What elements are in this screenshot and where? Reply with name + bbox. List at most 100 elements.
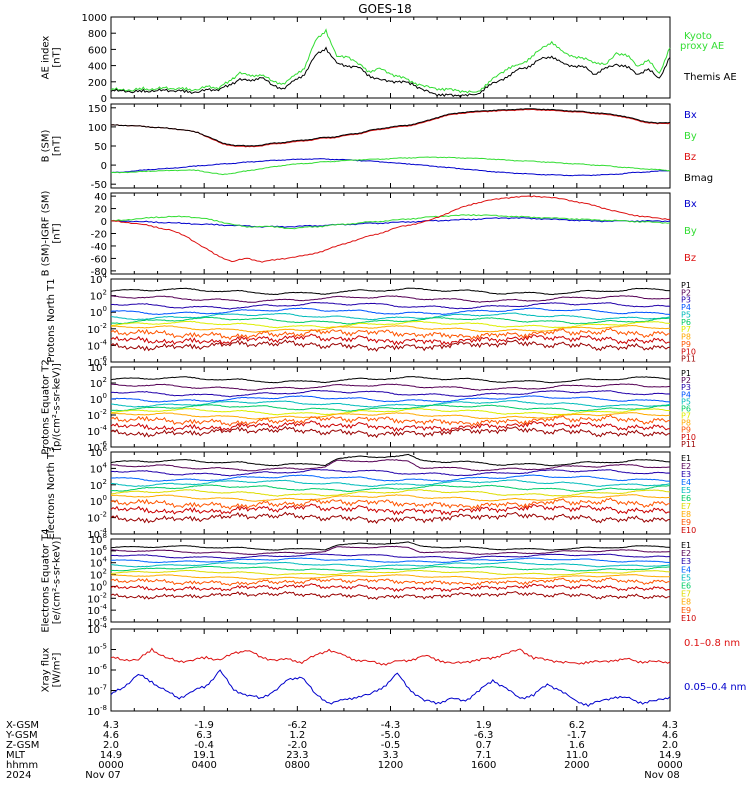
bsm_igrf-ytick-label: -80 xyxy=(91,267,107,278)
e_north-legend-E10: E10 xyxy=(681,526,696,535)
p_north-legend-P7: P7 xyxy=(681,325,691,334)
p_equator-line-P6 xyxy=(110,404,671,412)
e_equator-ytick-exp: 0 xyxy=(103,579,107,587)
xaxis-hhmm-value: 1200 xyxy=(378,760,403,771)
e_north-ytick-exp: 6 xyxy=(103,445,108,453)
xray-ylabel-line: Xray flux xyxy=(41,648,52,693)
e_north-ylabel-line: Electrons North T3 xyxy=(46,446,57,539)
xaxis-date-value: Nov 08 xyxy=(644,770,679,781)
p_equator-ytick-exp: -4 xyxy=(100,424,108,432)
ae-ytick-label: 0 xyxy=(101,94,107,105)
p_equator-ytick-exp: -6 xyxy=(100,440,108,448)
xaxis-row-label: Z-GSM xyxy=(6,740,39,751)
e_equator-ytick-exp: -6 xyxy=(100,615,108,623)
bsm-series-By xyxy=(110,156,671,176)
xray-series-0.05–0.4 nm xyxy=(110,669,671,708)
e_north-line-E10 xyxy=(110,503,671,516)
xray-ylabel: Xray flux[W/m²] xyxy=(41,648,63,693)
bsm-legend-Bmag: Bmag xyxy=(684,173,713,184)
e_equator-legend-E8: E8 xyxy=(681,598,691,607)
p_equator-ytick-label: 10-4 xyxy=(87,424,107,438)
bsm_igrf-legend-Bx: Bx xyxy=(684,199,697,210)
p_equator-line-P8 xyxy=(110,412,671,420)
e_north-legend-E9: E9 xyxy=(681,518,691,527)
bsm-ylabel: B (SM)[nT] xyxy=(41,129,63,162)
e_north-legend-E1: E1 xyxy=(681,454,691,463)
e_north-line-E5 xyxy=(111,479,671,488)
e_north-legend-E7: E7 xyxy=(681,502,691,511)
bsm_igrf-ytick-label: 20 xyxy=(94,205,107,216)
e_equator-legend-E1: E1 xyxy=(681,541,691,550)
e_equator-ytick-exp: 6 xyxy=(103,544,108,552)
xray-ytick-exp: -5 xyxy=(100,643,107,651)
bsm-ylabel-line: [nT] xyxy=(52,136,63,156)
p_north-legend-P5: P5 xyxy=(681,310,691,319)
xray-legend-1: 0.05–0.4 nm xyxy=(684,682,746,693)
xaxis-x_gsm-value: 1.9 xyxy=(476,720,492,731)
xaxis-hhmm-value: 1600 xyxy=(471,760,496,771)
bsm_igrf-series-By xyxy=(110,214,671,230)
xaxis-row-label: 2024 xyxy=(6,770,31,781)
e_north-ytick-label: 10-2 xyxy=(87,511,107,525)
xaxis-y_gsm-value: 1.2 xyxy=(289,730,305,741)
ae-frame xyxy=(110,16,671,99)
e_equator-legend-E3: E3 xyxy=(681,557,691,566)
p_north-legend-P1: P1 xyxy=(681,281,691,290)
bsm-ytick-label: 100 xyxy=(88,123,107,134)
bsm_igrf-legend-By: By xyxy=(684,226,697,237)
bsm-legend-By: By xyxy=(684,131,697,142)
xray-legend-0: 0.1–0.8 nm xyxy=(684,638,740,649)
e_equator-legend-E5: E5 xyxy=(681,573,691,582)
e_north-ytick-exp: 4 xyxy=(103,461,108,469)
p_equator-line-P7 xyxy=(110,408,671,416)
xray-series-0.1–0.8 nm xyxy=(110,647,671,666)
e_equator-ytick-exp: 8 xyxy=(103,532,107,540)
panel-xray: 10-4 10-5 10-6 10-7 10-8 Xray flux[W/m²] 0.1–0… xyxy=(41,622,747,718)
p_north-ytick-label: 104 xyxy=(90,272,108,286)
e_equator-legend-E7: E7 xyxy=(681,590,691,599)
xaxis-z_gsm-value: -0.4 xyxy=(194,740,214,751)
p_equator-ylabel-line: [p/(cm²-s-sr-keV)] xyxy=(52,363,63,451)
ae-ylabel-line: [nT] xyxy=(52,47,63,67)
p_north-legend-P10: P10 xyxy=(681,347,696,356)
p_north-ytick-label: 10-2 xyxy=(87,322,107,336)
xaxis-y_gsm-value: 4.6 xyxy=(662,730,678,741)
p_equator-line-P5 xyxy=(111,400,671,408)
p_north-ytick-label: 100 xyxy=(90,305,107,319)
p_equator-ytick-label: 10-2 xyxy=(87,408,107,422)
e_equator-ylabel-line: [e/(cm²-s-sr-keV)] xyxy=(52,537,63,625)
xaxis-x_gsm-value: -6.2 xyxy=(288,720,308,731)
xray-ytick-label: 10-8 xyxy=(87,704,107,718)
e_equator-ytick-exp: 2 xyxy=(103,568,107,576)
e_north-line-E2 xyxy=(111,459,671,472)
p_north-line-P4 xyxy=(110,307,671,316)
xaxis-hhmm-value: 0000 xyxy=(657,760,682,771)
p_equator-legend-P7: P7 xyxy=(681,412,691,421)
e_north-line-E3 xyxy=(110,468,671,477)
e_north-ytick-exp: 0 xyxy=(103,494,107,502)
bsm-series-Bz xyxy=(110,108,671,148)
ae-ylabel: AE index[nT] xyxy=(41,36,63,80)
xaxis-mlt-value: 11.0 xyxy=(566,750,588,761)
p_equator-line-P4 xyxy=(110,395,671,403)
xaxis-z_gsm-value: 2.0 xyxy=(103,740,119,751)
p_north-ytick-exp: -4 xyxy=(100,338,108,346)
e_equator-line-E2 xyxy=(110,545,671,556)
p_equator-line-P2 xyxy=(111,383,671,391)
xaxis-y_gsm-value: -6.3 xyxy=(474,730,494,741)
xaxis-z_gsm-value: -0.5 xyxy=(381,740,401,751)
bsm-legend-Bx: Bx xyxy=(684,110,697,121)
e_equator-ytick-exp: -4 xyxy=(100,603,108,611)
e_equator-legend-E4: E4 xyxy=(681,565,691,574)
e_equator-line-E4 xyxy=(110,557,671,564)
ae-legend-themis: Themis AE xyxy=(683,72,737,83)
p_equator-line-P1 xyxy=(110,376,671,384)
e_north-ytick-exp: -4 xyxy=(100,527,108,535)
xaxis-hhmm-value: 0400 xyxy=(191,760,216,771)
xaxis-x_gsm-value: 4.3 xyxy=(662,720,678,731)
e_north-line-L10 xyxy=(110,511,671,524)
e_north-ytick-label: 100 xyxy=(90,494,107,508)
e_equator-ytick-exp: 4 xyxy=(103,556,108,564)
xaxis-row-label: MLT xyxy=(6,750,26,761)
bsm_igrf-ytick-label: -60 xyxy=(91,254,107,265)
